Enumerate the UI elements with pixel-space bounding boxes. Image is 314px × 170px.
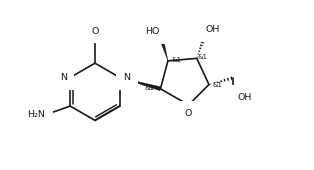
Text: O: O [91, 27, 99, 36]
Text: N: N [123, 73, 130, 82]
Text: H₂N: H₂N [28, 110, 45, 119]
Text: OH: OH [237, 93, 252, 102]
Text: &1: &1 [145, 85, 154, 91]
Text: &1: &1 [198, 54, 208, 60]
Text: HO: HO [146, 27, 160, 36]
Text: O: O [185, 109, 192, 118]
Text: &1: &1 [213, 82, 223, 89]
Text: N: N [60, 73, 67, 82]
Text: OH: OH [206, 25, 220, 34]
Polygon shape [120, 78, 161, 91]
Polygon shape [160, 40, 168, 61]
Text: &1: &1 [172, 57, 182, 63]
